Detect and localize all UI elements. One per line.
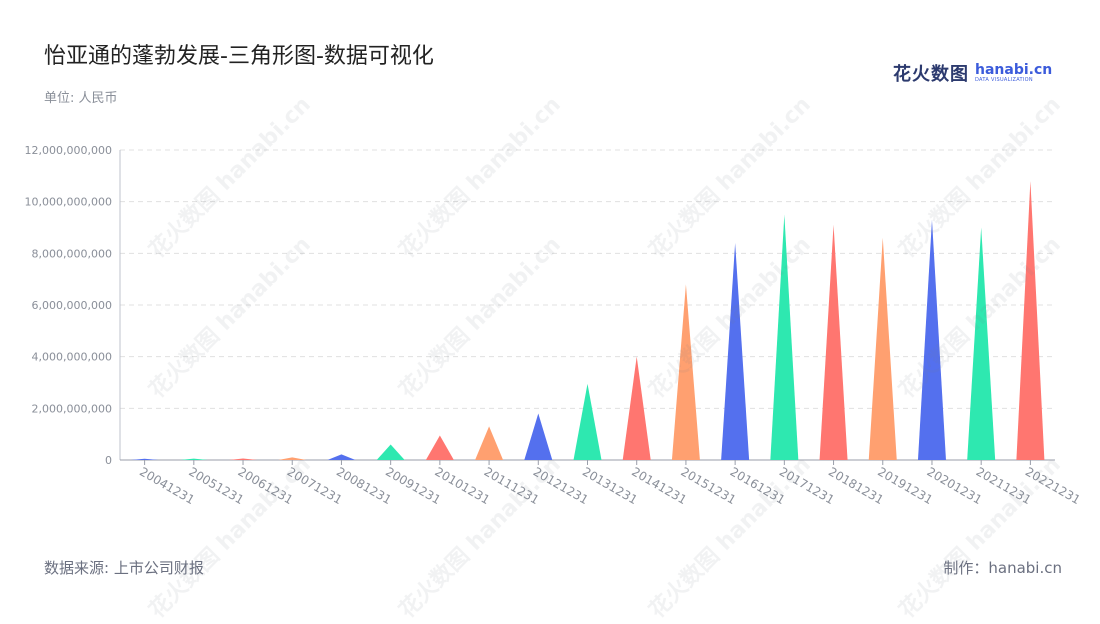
unit-label: 单位: 人民币 [44,91,118,106]
x-tick-label: 20081231 [334,464,394,507]
y-tick-label: 4,000,000,000 [32,351,112,364]
logo-en-block: hanabi.cn DATA VISUALIZATION [975,63,1052,83]
triangle-bar-20191231 [868,237,897,460]
x-tick-label: 20131231 [580,464,640,507]
triangle-bar-20081231 [327,454,356,460]
x-tick-label: 20101231 [432,464,492,507]
y-tick-label: 2,000,000,000 [32,402,112,415]
triangle-bar-20161231 [721,243,750,460]
x-tick-label: 20221231 [1023,464,1083,507]
logo-sub-text: DATA VISUALIZATION [975,77,1033,83]
triangle-bar-20091231 [376,444,405,460]
x-tick-label: 20141231 [629,464,689,507]
x-tick-label: 20111231 [482,464,542,507]
x-tick-label: 20181231 [826,464,886,507]
brand-logo: 花火数图 hanabi.cn DATA VISUALIZATION [893,60,1052,86]
x-tick-label: 20211231 [974,464,1034,507]
x-tick-label: 20091231 [383,464,443,507]
x-tick-label: 20121231 [531,464,591,507]
logo-cn-text: 花火数图 [893,64,969,85]
triangle-bar-20041231 [130,458,159,460]
triangle-bar-20111231 [475,426,504,460]
maker-credit: 制作：hanabi.cn [943,559,1062,577]
x-tick-label: 20071231 [285,464,345,507]
x-tick-label: 20161231 [728,464,788,507]
triangle-bar-20131231 [573,383,602,460]
y-tick-label: 12,000,000,000 [25,144,112,157]
triangle-bar-20121231 [524,413,553,460]
logo-en-text: hanabi.cn [975,62,1053,78]
triangle-bar-20051231 [179,458,208,460]
x-tick-label: 20191231 [875,464,935,507]
data-source: 数据来源: 上市公司财报 [44,559,204,577]
triangle-bar-20101231 [425,435,454,460]
chart-title: 怡亚通的蓬勃发展-三角形图-数据可视化 [44,44,434,69]
triangle-bar-20181231 [819,224,848,460]
x-tick-label: 20201231 [924,464,984,507]
triangle-bar-20141231 [622,356,651,460]
x-tick-label: 20041231 [137,464,197,507]
x-tick-label: 20171231 [777,464,837,507]
y-tick-label: 0 [105,454,112,467]
triangle-bar-20211231 [967,227,996,460]
triangle-bar-20071231 [278,457,307,460]
triangle-bar-20151231 [671,284,700,460]
x-tick-label: 20061231 [236,464,296,507]
x-tick-label: 20151231 [678,464,738,507]
y-tick-label: 6,000,000,000 [32,299,112,312]
x-tick-label: 20051231 [186,464,246,507]
triangle-bar-20061231 [229,458,258,460]
y-tick-label: 10,000,000,000 [25,196,112,209]
triangle-bar-20171231 [770,214,799,460]
triangle-bar-20221231 [1016,181,1045,460]
triangle-bar-20201231 [917,219,946,460]
y-tick-label: 8,000,000,000 [32,247,112,260]
